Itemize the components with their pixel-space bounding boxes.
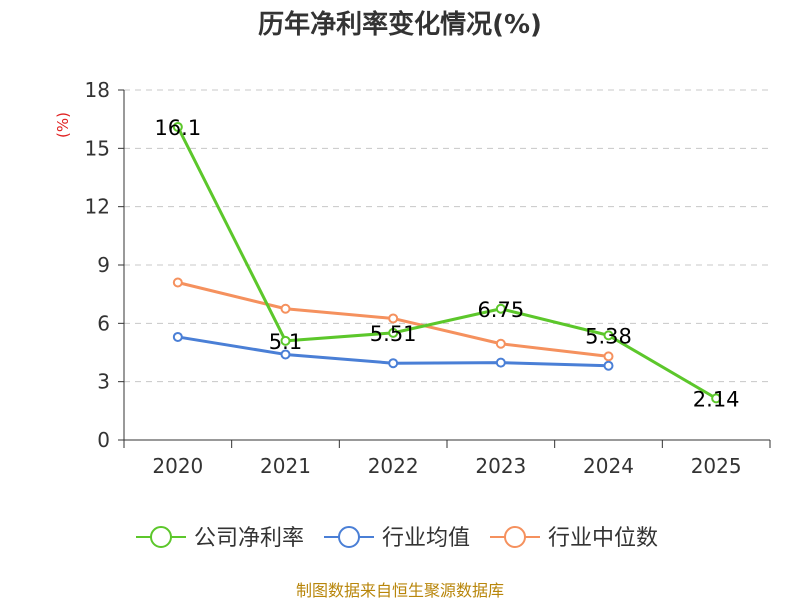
x-tick-label-2025: 2025 [691, 454, 742, 478]
series-1-point[interactable] [388, 358, 399, 369]
x-tick-label-2023: 2023 [475, 454, 526, 478]
legend-marker [150, 526, 172, 548]
y-tick-label: 12 [85, 195, 110, 219]
grid-lines [124, 89, 770, 383]
series-line-0 [176, 126, 717, 400]
series-0-point[interactable] [711, 393, 722, 404]
data-label: 5.51 [370, 322, 417, 346]
legend-label: 行业均值 [382, 526, 470, 551]
series-2-point[interactable] [388, 313, 399, 324]
data-labels: 16.1 5.1 5.51 6.75 5.38 2.14 [154, 116, 739, 411]
series-lines [172, 121, 722, 404]
series-0-point[interactable] [172, 121, 183, 132]
series-1-point[interactable] [603, 360, 614, 371]
data-label: 16.1 [154, 116, 201, 140]
axes: 0 3 6 9 12 15 18 2020 2021 2022 2023 2024 2025 [85, 78, 771, 478]
y-tick-label: 15 [85, 136, 110, 160]
x-tick-label-2024: 2024 [583, 454, 634, 478]
data-label: 2.14 [693, 387, 740, 411]
legend[interactable]: 公司净利率 行业均值 行业中位数 [136, 526, 658, 551]
x-tick-label-2020: 2020 [152, 454, 203, 478]
x-tick-label-2022: 2022 [368, 454, 419, 478]
series-0-point[interactable] [280, 335, 291, 346]
series-1-point[interactable] [280, 349, 291, 360]
series-2-point[interactable] [495, 338, 506, 349]
series-0-point[interactable] [603, 330, 614, 341]
series-2-point[interactable] [280, 303, 291, 314]
legend-item-2[interactable]: 行业中位数 [490, 526, 658, 551]
series-1-point[interactable] [172, 331, 183, 342]
chart-title: 历年净利率变化情况(%) [258, 9, 542, 40]
data-label: 6.75 [477, 298, 524, 322]
series-2-point[interactable] [603, 351, 614, 362]
legend-item-0[interactable]: 公司净利率 [136, 526, 304, 551]
y-tick-label: 9 [97, 253, 110, 277]
series-0-point[interactable] [495, 303, 506, 314]
x-tick-label-2021: 2021 [260, 454, 311, 478]
y-axis-unit-label: (%) [54, 112, 72, 138]
series-1-point[interactable] [495, 357, 506, 368]
source-note: 制图数据来自恒生聚源数据库 [296, 581, 504, 600]
data-label: 5.1 [269, 330, 302, 354]
series-0-point[interactable] [388, 327, 399, 338]
legend-marker [338, 526, 360, 548]
legend-marker [504, 526, 526, 548]
y-tick-label: 0 [97, 428, 110, 452]
y-tick-label: 3 [97, 370, 110, 394]
legend-label: 行业中位数 [548, 526, 658, 551]
data-label: 5.38 [585, 324, 632, 348]
legend-label: 公司净利率 [194, 526, 304, 551]
series-2-point[interactable] [172, 277, 183, 288]
y-tick-label: 18 [85, 78, 110, 102]
y-tick-label: 6 [97, 311, 110, 335]
legend-item-1[interactable]: 行业均值 [324, 526, 470, 551]
